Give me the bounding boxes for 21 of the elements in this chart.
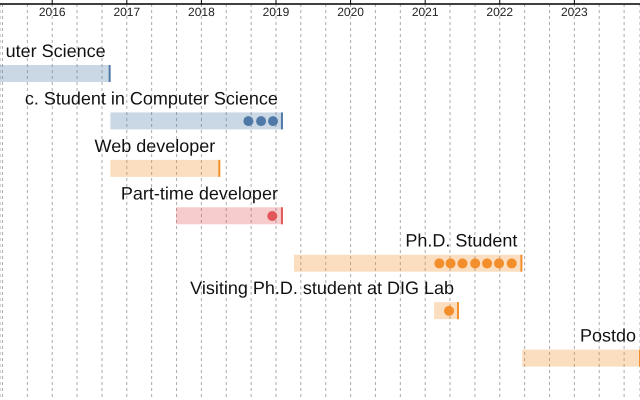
x-tick-label: 2019 bbox=[262, 5, 290, 19]
y-tick-label: Postdo bbox=[580, 326, 636, 346]
x-tick-label: 2023 bbox=[561, 5, 588, 19]
y-tick-label: Visiting Ph.D. student at DIG Lab bbox=[190, 278, 454, 298]
bar bbox=[522, 350, 640, 367]
y-tick-label: uter Science bbox=[6, 41, 106, 61]
x-tick-label: 2021 bbox=[412, 5, 439, 19]
y-tick-label: Web developer bbox=[94, 136, 216, 156]
x-tick-label: 2022 bbox=[486, 5, 514, 19]
x-tick-label: 2018 bbox=[188, 5, 216, 19]
x-tick-label: 2016 bbox=[38, 5, 66, 19]
bar bbox=[0, 65, 110, 82]
bar bbox=[294, 254, 522, 272]
y-tick-label: c. Student in Computer Science bbox=[24, 88, 278, 108]
bar bbox=[176, 207, 282, 224]
y-tick-label: Ph.D. Student bbox=[405, 230, 518, 251]
x-tick-label: 2020 bbox=[337, 5, 364, 19]
bar bbox=[110, 160, 220, 177]
y-tick-label: Part-time developer bbox=[120, 183, 278, 204]
bar bbox=[110, 112, 282, 130]
x-tick-label: 2017 bbox=[113, 5, 140, 19]
